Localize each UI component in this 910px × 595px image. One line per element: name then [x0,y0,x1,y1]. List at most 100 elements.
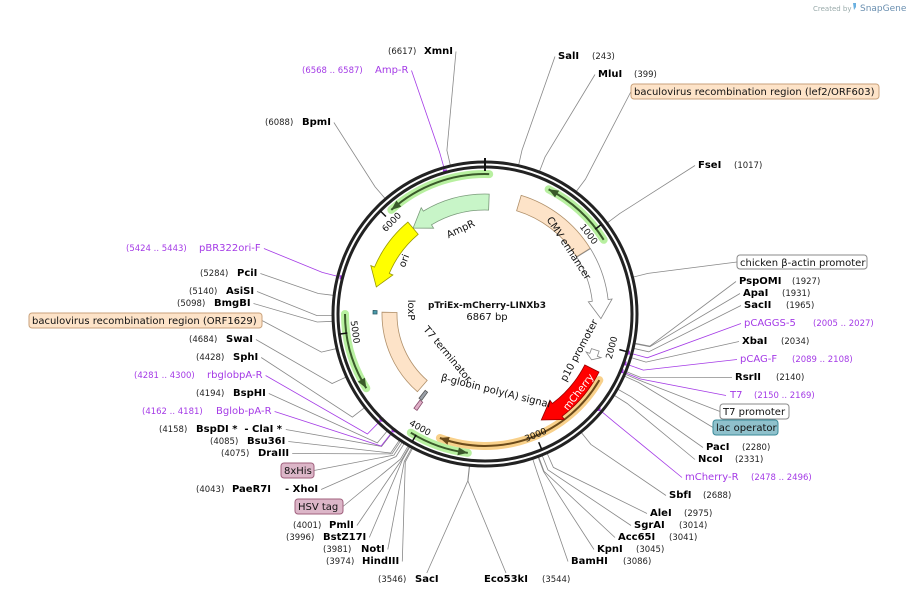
feature-label-loxp[interactable]: loxP [405,300,416,321]
enzyme-name[interactable]: HindIII [362,556,399,567]
primer-mcherry-r[interactable]: mCherry-R (2478 .. 2496) [685,472,812,483]
enzyme-bpmi[interactable]: (6088) BpmI [265,117,331,128]
enzyme-eco53ki[interactable]: Eco53kI (3544) [484,574,570,585]
enzyme-noti[interactable]: (3981) NotI [323,544,385,555]
enzyme-draiii[interactable]: (4075) DraIII [221,448,289,459]
enzyme-name[interactable]: XbaI [742,336,767,347]
enzyme-rsrii[interactable]: RsrII (2140) [735,372,804,383]
feature-box-hsv-tag[interactable]: HSV tag [294,498,344,515]
enzyme-name[interactable]: BmgBI [214,298,251,309]
feature-box-orf1629[interactable]: baculovirus recombination region (ORF162… [28,312,263,329]
feature-label-ori[interactable]: ori [397,253,412,269]
feature-box-8xhis[interactable]: 8xHis [280,462,315,479]
enzyme-paer7i-xhoi[interactable]: (4043) PaeR7I - XhoI [196,484,318,495]
enzyme-mlui[interactable]: MluI (399) [598,69,657,80]
feature-box-label[interactable]: HSV tag [298,502,338,513]
enzyme-bsu36i[interactable]: (4085) Bsu36I [210,436,285,447]
enzyme-name[interactable]: Bsu36I [247,436,285,447]
enzyme-name[interactable]: PacI [706,442,729,453]
feature-box-lac-operator[interactable]: lac operator [712,419,779,436]
feature-box-label[interactable]: T7 promoter [722,407,786,418]
enzyme-asisi[interactable]: (5140) AsiSI [189,286,254,297]
enzyme-name[interactable]: XmnI [424,46,453,57]
enzyme-kpni[interactable]: KpnI (3045) [597,544,664,555]
feature-label-beta-globin[interactable]: β-globin poly(A) signal [440,373,552,411]
enzyme-apai[interactable]: ApaI (1931) [743,288,810,299]
primer-bglob-pa-r[interactable]: (4162 .. 4181) Bglob-pA-R [142,406,272,417]
enzyme-alias[interactable]: - XhoI [285,484,318,495]
enzyme-bspdi-clai[interactable]: (4158) BspDI * - ClaI * [159,424,283,435]
enzyme-name[interactable]: DraIII [258,448,289,459]
enzyme-bmgbi[interactable]: (5098) BmgBI [177,298,251,309]
enzyme-name[interactable]: SgrAI [634,520,665,531]
enzyme-bamhi[interactable]: BamHI (3086) [571,556,651,567]
enzyme-name[interactable]: SacII [744,300,771,311]
enzyme-pcii[interactable]: (5284) PciI [200,268,257,279]
enzyme-name[interactable]: BspHI [233,388,266,399]
enzyme-fsei[interactable]: FseI (1017) [698,160,762,171]
feature-box-label[interactable]: baculovirus recombination region (lef2/O… [634,87,875,98]
feature-box-t7-promoter[interactable]: T7 promoter [719,403,790,420]
enzyme-bstz17i[interactable]: (3996) BstZ17I [286,532,366,543]
primer-pbr322ori-f[interactable]: (5424 .. 5443) pBR322ori-F [126,243,261,254]
enzyme-sacii[interactable]: SacII (1965) [744,300,814,311]
enzyme-bsphi[interactable]: (4194) BspHI [196,388,266,399]
enzyme-name[interactable]: NcoI [698,454,723,465]
enzyme-name[interactable]: SbfI [669,490,691,501]
primer-name[interactable]: Amp-R [375,65,409,76]
enzyme-sgrai[interactable]: SgrAI (3014) [634,520,707,531]
enzyme-name[interactable]: Eco53kI [484,574,528,585]
enzyme-hindiii[interactable]: (3974) HindIII [326,556,399,567]
enzyme-name[interactable]: FseI [698,160,721,171]
primer-name[interactable]: Bglob-pA-R [216,406,272,417]
feature-box-label[interactable]: baculovirus recombination region (ORF162… [32,316,257,327]
primer-pcaggs-5[interactable]: pCAGGS-5 (2005 .. 2027) [744,318,874,329]
enzyme-name[interactable]: BspDI * - ClaI * [196,424,283,435]
feature-box-label[interactable]: chicken β-actin promoter [740,258,866,269]
enzyme-name[interactable]: AsiSI [226,286,254,297]
enzyme-paci[interactable]: PacI (2280) [706,442,770,453]
enzyme-xmni[interactable]: (6617) XmnI [388,46,453,57]
primer-name[interactable]: pBR322ori-F [199,243,261,254]
enzyme-sbfi[interactable]: SbfI (2688) [669,490,731,501]
primer-pcag-f[interactable]: pCAG-F (2089 .. 2108) [740,354,853,365]
enzyme-name[interactable]: BamHI [571,556,608,567]
primer-name[interactable]: rbglobpA-R [207,370,263,381]
enzyme-sali[interactable]: SalI (243) [558,51,615,62]
enzyme-name[interactable]: BstZ17I [323,532,366,543]
enzyme-name[interactable]: SwaI [226,334,253,345]
enzyme-ncoi[interactable]: NcoI (2331) [698,454,763,465]
feature-box-label[interactable]: lac operator [716,423,777,434]
enzyme-name[interactable]: PmlI [329,520,354,531]
enzyme-name[interactable]: SalI [558,51,579,62]
enzyme-name[interactable]: MluI [598,69,622,80]
enzyme-name[interactable]: KpnI [597,544,623,555]
enzyme-name[interactable]: Acc65I [618,532,655,543]
enzyme-name[interactable]: NotI [361,544,385,555]
primer-name[interactable]: T7 [729,390,742,401]
feature-box-chicken-actin-promoter[interactable]: chicken β-actin promoter [736,254,868,270]
enzyme-saci[interactable]: (3546) SacI [378,574,439,585]
primer-rbglobpa-r[interactable]: (4281 .. 4300) rbglobpA-R [134,370,263,381]
enzyme-name[interactable]: PspOMI [739,276,781,287]
primer-name[interactable]: pCAGGS-5 [744,318,796,329]
enzyme-name[interactable]: SacI [415,574,439,585]
primer-name[interactable]: mCherry-R [685,472,739,483]
enzyme-name[interactable]: RsrII [735,372,761,383]
enzyme-name[interactable]: PaeR7I [232,484,271,495]
enzyme-name[interactable]: BpmI [302,117,331,128]
enzyme-name[interactable]: PciI [237,268,257,279]
enzyme-swai[interactable]: (4684) SwaI [189,334,253,345]
enzyme-sphi[interactable]: (4428) SphI [196,352,258,363]
enzyme-name[interactable]: ApaI [743,288,768,299]
enzyme-pspomi[interactable]: PspOMI (1927) [739,276,820,287]
feature-label-ampr[interactable]: AmpR [445,218,477,241]
enzyme-name[interactable]: AleI [650,508,672,519]
feature-box-label[interactable]: 8xHis [284,466,312,477]
enzyme-xbai[interactable]: XbaI (2034) [742,336,809,347]
enzyme-acc65i[interactable]: Acc65I (3041) [618,532,697,543]
primer-t7[interactable]: T7 (2150 .. 2169) [729,390,815,401]
enzyme-name[interactable]: SphI [233,352,258,363]
feature-box-lef2-orf603[interactable]: baculovirus recombination region (lef2/O… [630,83,880,100]
enzyme-pmli[interactable]: (4001) PmlI [293,520,354,531]
